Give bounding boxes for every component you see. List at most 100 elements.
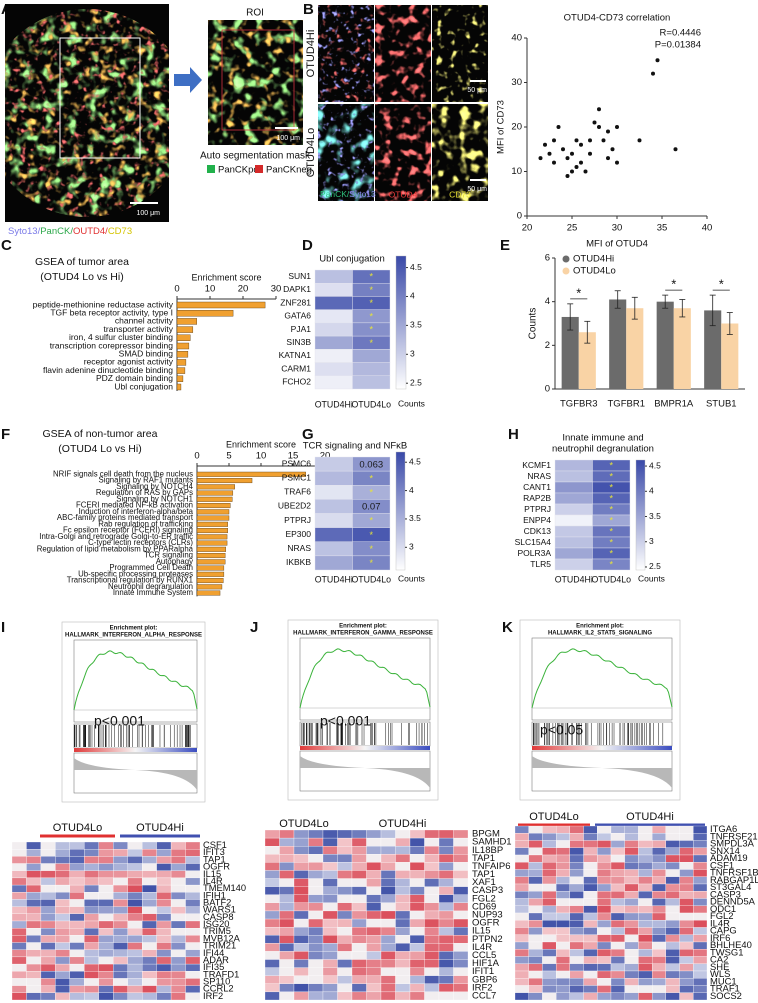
heatmap-cell: [453, 829, 469, 839]
heatmap-cell: [98, 892, 114, 900]
annotation: P=0.01384: [655, 40, 701, 51]
heatmap-cell: [156, 906, 172, 914]
heatmap-cell: [113, 899, 128, 907]
heatmap-cell: [638, 869, 653, 877]
gene-label: CCRL2: [203, 984, 234, 994]
heatmap-cell: [409, 837, 425, 847]
heatmap-cell: [409, 854, 425, 863]
point: [552, 160, 556, 165]
heatmap-cell: [395, 967, 411, 976]
heatmap-cell: [528, 941, 543, 950]
heatmap-cell: [55, 856, 70, 864]
row-label: KATNA1: [279, 350, 312, 360]
point: [583, 169, 588, 174]
heatmap-cell: [453, 975, 469, 984]
heatmap-cell: [597, 912, 612, 921]
heatmap-cell: [542, 891, 557, 899]
heatmap-cell: [624, 898, 639, 906]
heatmap-cell: [679, 956, 694, 964]
heatmap-cell: [142, 935, 157, 943]
heatmap-cell: [113, 978, 128, 986]
bar: [704, 310, 722, 389]
heatmap-cell: [170, 892, 186, 900]
heatmap-cell: [127, 963, 143, 972]
heatmap-cell: [453, 943, 469, 952]
point: [597, 125, 601, 129]
heatmap-cell: [438, 943, 454, 952]
point: [610, 147, 615, 152]
heatmap-cell: [11, 899, 27, 907]
heatmap-cell: [337, 975, 353, 984]
heatmap-cell: [638, 927, 653, 935]
heatmap-cell: [514, 949, 529, 957]
heatmap-cell: [583, 949, 598, 957]
row-label: DAPK1: [283, 284, 311, 294]
heatmap-cell: [322, 959, 338, 968]
heatmap-cell: [679, 912, 694, 921]
heatmap-cell: [337, 829, 353, 839]
bar: [176, 351, 189, 358]
heatmap-cell: [55, 963, 70, 972]
bar: [176, 301, 266, 309]
heatmap-cell: [11, 949, 27, 958]
heatmap-cell: [528, 912, 543, 921]
heatmap-cell: [380, 829, 396, 839]
heatmap-cell: [395, 975, 411, 984]
row-label: RAP2B: [523, 493, 551, 503]
channel-label: OTUD4: [389, 189, 418, 199]
heatmap-cell: [127, 978, 143, 986]
heatmap-cell: [665, 862, 680, 870]
panel-letter: C: [1, 237, 12, 254]
category-label: Autophagy: [156, 557, 193, 566]
heatmap-cell: [395, 926, 411, 936]
heatmap-cell: [337, 959, 353, 968]
category-label: Innate Immune System: [113, 588, 193, 597]
heatmap-cell: [438, 878, 454, 887]
heatmap-cell: [185, 906, 201, 914]
heatmap-cell: [156, 870, 172, 879]
heatmap-cell: [264, 846, 280, 855]
heatmap-cell: [293, 943, 309, 952]
heatmap-cell: [322, 894, 338, 904]
heatmap-cell: [651, 912, 667, 921]
heatmap-cell: [279, 959, 295, 968]
heatmap-cell: [351, 829, 367, 839]
heatmap-cell: [514, 927, 529, 935]
heatmap-cell: [40, 935, 56, 943]
colorbar-tick-label: 3.5: [410, 320, 422, 330]
heatmap-cell: [293, 846, 309, 855]
gene-label: DENND5A: [710, 896, 756, 907]
point: [579, 160, 583, 165]
heatmap-cell: [55, 928, 70, 936]
legend-marker: [562, 267, 570, 275]
heatmap-cell: [113, 884, 128, 893]
heatmap-cell: [40, 899, 56, 907]
heatmap-cell: [98, 963, 114, 972]
heatmap-cell: [528, 891, 543, 899]
heatmap-cell: [366, 967, 382, 976]
heatmap-cell: [555, 891, 571, 899]
heatmap-cell: [55, 920, 70, 929]
heatmap-cell: [279, 878, 295, 887]
heatmap-cell: [651, 847, 667, 856]
heatmap-cell: [264, 959, 280, 968]
significance-label: *: [671, 277, 676, 292]
heatmap-cell: [624, 920, 639, 928]
error-bar: [584, 320, 591, 344]
cell-label: *: [609, 482, 613, 492]
heatmap-cell: [293, 967, 309, 976]
bar: [196, 584, 223, 590]
heatmap-cell: [156, 920, 172, 929]
heatmap-cell: [293, 854, 309, 863]
heatmap-cell: [142, 949, 157, 958]
heatmap-cell: [264, 870, 280, 879]
heatmap-cell: [597, 970, 612, 979]
category-label: SMAD binding: [119, 348, 174, 358]
heatmap-cell: [555, 949, 571, 957]
heatmap-cell: [438, 959, 454, 968]
texture: [375, 5, 431, 102]
heatmap-cell: [69, 877, 85, 886]
heatmap-cell: [98, 928, 114, 936]
heatmap-cell: [351, 894, 367, 904]
heatmap-cell: [528, 956, 543, 964]
